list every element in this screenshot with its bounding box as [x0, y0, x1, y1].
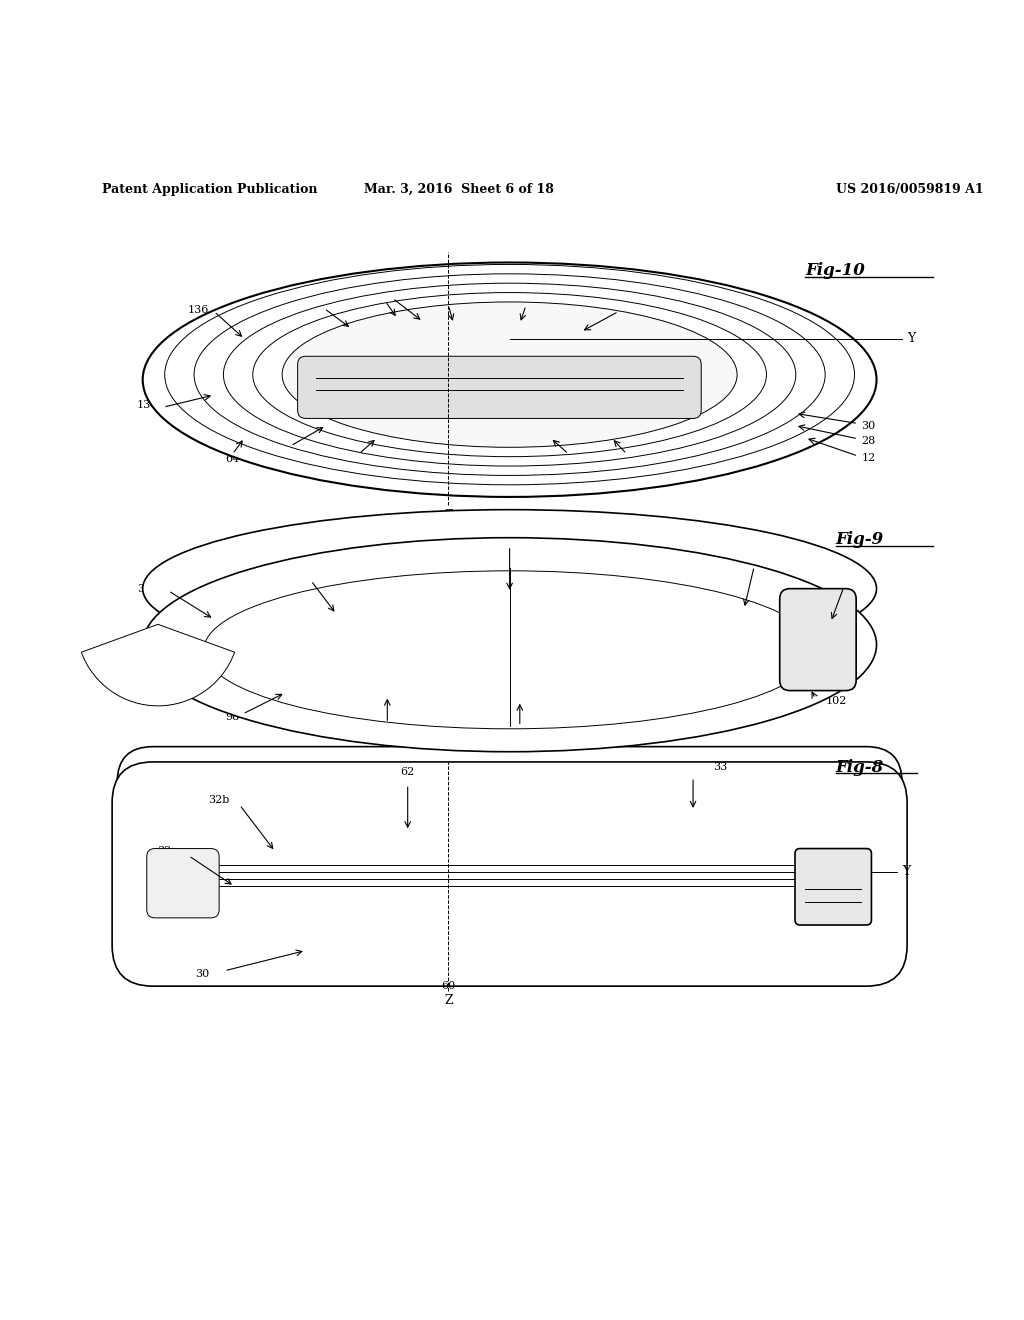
Text: Z: Z [444, 994, 453, 1007]
FancyBboxPatch shape [298, 356, 701, 418]
Ellipse shape [142, 263, 877, 496]
Text: 124: 124 [346, 454, 368, 465]
Text: 60: 60 [441, 981, 456, 991]
Text: 128: 128 [280, 446, 301, 455]
Text: 136: 136 [187, 305, 209, 315]
Ellipse shape [283, 302, 737, 447]
Text: 30: 30 [861, 421, 876, 430]
Text: 30: 30 [195, 969, 209, 979]
Text: 32b: 32b [208, 795, 229, 805]
Text: 62: 62 [400, 767, 415, 777]
Text: 30: 30 [385, 721, 399, 730]
Text: Patent Application Publication: Patent Application Publication [102, 183, 317, 195]
Text: 32a: 32a [158, 846, 178, 855]
Text: Fig-10: Fig-10 [805, 263, 865, 279]
Text: 140: 140 [438, 296, 459, 305]
Text: 33: 33 [714, 762, 728, 772]
Text: 64: 64 [225, 454, 240, 465]
FancyBboxPatch shape [795, 849, 871, 925]
Text: 62: 62 [378, 292, 392, 301]
Text: 102: 102 [825, 696, 847, 706]
Ellipse shape [253, 293, 766, 457]
Text: 28: 28 [861, 436, 876, 446]
FancyBboxPatch shape [112, 762, 907, 986]
Text: 130: 130 [136, 400, 158, 411]
Text: 132: 132 [558, 454, 580, 465]
Text: 32a: 32a [137, 583, 158, 594]
Text: 142: 142 [515, 296, 537, 305]
Text: US 2016/0059819 A1: US 2016/0059819 A1 [836, 183, 983, 195]
Ellipse shape [195, 273, 825, 475]
Text: Fig-9: Fig-9 [836, 531, 884, 548]
Text: Fig-8: Fig-8 [836, 759, 884, 776]
FancyBboxPatch shape [779, 589, 856, 690]
Text: 62: 62 [503, 537, 517, 548]
Text: 104: 104 [749, 558, 769, 568]
Ellipse shape [223, 284, 796, 466]
Wedge shape [81, 624, 234, 706]
Ellipse shape [142, 537, 877, 751]
Text: Y: Y [902, 866, 910, 879]
Text: Y: Y [907, 333, 915, 346]
Ellipse shape [142, 510, 877, 668]
Text: Mar. 3, 2016  Sheet 6 of 18: Mar. 3, 2016 Sheet 6 of 18 [364, 183, 554, 195]
Text: 32b: 32b [851, 578, 872, 589]
FancyBboxPatch shape [117, 747, 902, 904]
FancyBboxPatch shape [146, 849, 219, 917]
Text: 138: 138 [310, 301, 332, 310]
Ellipse shape [165, 264, 854, 484]
Text: 12: 12 [861, 453, 876, 463]
Ellipse shape [204, 570, 815, 729]
Text: 126: 126 [608, 301, 630, 312]
Text: 134: 134 [616, 454, 638, 465]
Text: Z: Z [444, 510, 453, 523]
Text: 100: 100 [280, 573, 301, 583]
Text: 60: 60 [513, 725, 527, 734]
Text: 98: 98 [225, 711, 240, 722]
